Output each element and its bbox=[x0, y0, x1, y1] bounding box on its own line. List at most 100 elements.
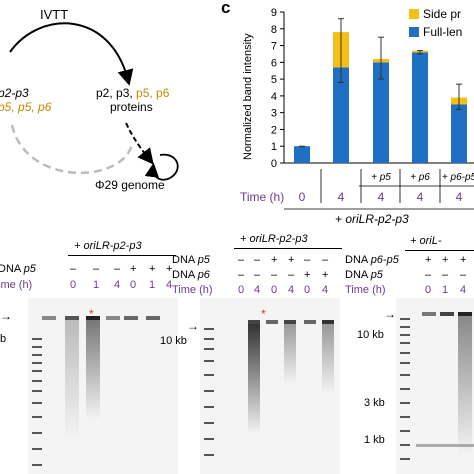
ladder-band bbox=[32, 432, 42, 434]
lane-value: + bbox=[442, 254, 449, 266]
ladder-band bbox=[204, 406, 214, 408]
y-tick-label: 5 bbox=[271, 74, 277, 86]
lane-value: 0 bbox=[130, 279, 137, 291]
low-band bbox=[416, 444, 474, 447]
genome-circle-arrow bbox=[144, 153, 179, 181]
gel1-row2-label: ime (h) bbox=[0, 279, 33, 291]
panel-letter-c: c bbox=[221, 0, 231, 17]
y-tick-label: 8 bbox=[271, 24, 277, 36]
bar-full-length bbox=[294, 146, 310, 163]
smear bbox=[458, 316, 472, 456]
lane-value: – bbox=[460, 269, 467, 281]
ladder-band bbox=[204, 454, 214, 456]
y-tick-label: 2 bbox=[271, 124, 277, 136]
bar-full-length bbox=[373, 62, 389, 164]
ladder-band bbox=[400, 388, 410, 390]
gel3-row3-label: Time (h) bbox=[345, 284, 386, 296]
lane-value: 1 bbox=[442, 284, 449, 296]
ladder-band bbox=[32, 416, 42, 418]
ladder-band bbox=[204, 338, 214, 340]
ladder-band bbox=[204, 348, 214, 350]
dna-band bbox=[146, 316, 160, 320]
ladder-band bbox=[400, 374, 410, 376]
legend-label-side: Side pr bbox=[423, 7, 461, 21]
ladder-band bbox=[400, 326, 410, 328]
lane-value: 0 bbox=[70, 279, 77, 291]
condition-label: + p5 bbox=[371, 172, 391, 183]
legend-swatch-full bbox=[409, 27, 419, 37]
lane-value: + bbox=[322, 269, 329, 281]
lane-value: + bbox=[425, 254, 432, 266]
dna-band bbox=[106, 316, 120, 320]
ladder-band bbox=[32, 380, 42, 382]
lane-value: 1 bbox=[93, 279, 100, 291]
gel2-arrow-marker: → bbox=[187, 319, 199, 333]
time-value: 4 bbox=[338, 190, 345, 204]
gel1-construct: + oriLR-p2-p3 bbox=[74, 240, 142, 252]
lane-value: – bbox=[114, 263, 121, 275]
lane-value: + bbox=[304, 269, 311, 281]
lane-value: 1 bbox=[149, 279, 156, 291]
gel2-size-marker: 10 kb bbox=[160, 335, 187, 347]
ladder-band bbox=[32, 390, 42, 392]
construct-label: + oriLR-p2-p3 bbox=[335, 212, 409, 226]
smear bbox=[284, 324, 296, 384]
gel1-size-marker: b bbox=[0, 333, 7, 345]
ladder-band bbox=[32, 362, 42, 364]
ladder-band bbox=[204, 360, 214, 362]
gel3-arrow-marker: → bbox=[384, 307, 396, 321]
smear bbox=[65, 320, 79, 440]
dna-band bbox=[458, 312, 472, 316]
y-tick-label: 0 bbox=[271, 158, 277, 170]
ladder-band bbox=[400, 416, 410, 418]
lane-value: + bbox=[130, 263, 137, 275]
ladder-band bbox=[32, 338, 42, 340]
proteins-to-genome-arrow bbox=[125, 122, 154, 165]
lane-value: 0 bbox=[238, 284, 245, 296]
lane-value: – bbox=[304, 254, 311, 266]
lane-value: – bbox=[442, 269, 449, 281]
lane-value: – bbox=[70, 263, 77, 275]
ladder-band bbox=[204, 390, 214, 392]
ladder-band bbox=[32, 402, 42, 404]
gel3-construct: + oriL- bbox=[410, 235, 442, 247]
ladder-band bbox=[400, 362, 410, 364]
gel1-row1-label: DNA p5 bbox=[0, 263, 36, 275]
lane-value: – bbox=[271, 269, 278, 281]
ladder-band bbox=[400, 402, 410, 404]
y-tick-label: 4 bbox=[271, 91, 277, 103]
lane-value: 4 bbox=[166, 279, 173, 291]
ivtt-label: IVTT bbox=[40, 7, 69, 22]
dna-band bbox=[86, 316, 100, 320]
dna-band bbox=[124, 316, 138, 320]
ladder-band bbox=[32, 370, 42, 372]
lane-value: – bbox=[254, 269, 261, 281]
time-value: 0 bbox=[299, 190, 306, 204]
gel3-row1-label: DNA p6-p5 bbox=[345, 254, 399, 266]
gel3-construct-line bbox=[405, 250, 474, 251]
ladder-band bbox=[400, 318, 410, 320]
dna-band bbox=[248, 320, 260, 324]
condition-label: + p6-p5 bbox=[442, 172, 474, 183]
time-label: Time (h) bbox=[240, 190, 284, 204]
lane-value: – bbox=[288, 269, 295, 281]
lane-value: – bbox=[238, 254, 245, 266]
gel1-arrow-marker: → bbox=[0, 309, 12, 323]
gel3-image bbox=[396, 298, 474, 474]
ladder-band bbox=[32, 448, 42, 450]
lane-value: – bbox=[93, 263, 100, 275]
y-tick-label: 9 bbox=[271, 7, 277, 19]
condition-label: + p6 bbox=[410, 172, 430, 183]
ladder-band bbox=[32, 354, 42, 356]
gel2-row1-label: DNA p5 bbox=[172, 254, 210, 266]
replication-cycle-diagram bbox=[9, 22, 179, 181]
lane-value: + bbox=[149, 263, 156, 275]
ladder-band bbox=[400, 458, 410, 460]
ladder-band bbox=[204, 328, 214, 330]
gel3-size-1kb: 1 kb bbox=[364, 434, 385, 446]
dna-band bbox=[284, 320, 296, 324]
lane-value: + bbox=[166, 263, 173, 275]
lane-value: 0 bbox=[425, 284, 432, 296]
dna-band bbox=[42, 316, 56, 320]
lane-value: 4 bbox=[254, 284, 261, 296]
